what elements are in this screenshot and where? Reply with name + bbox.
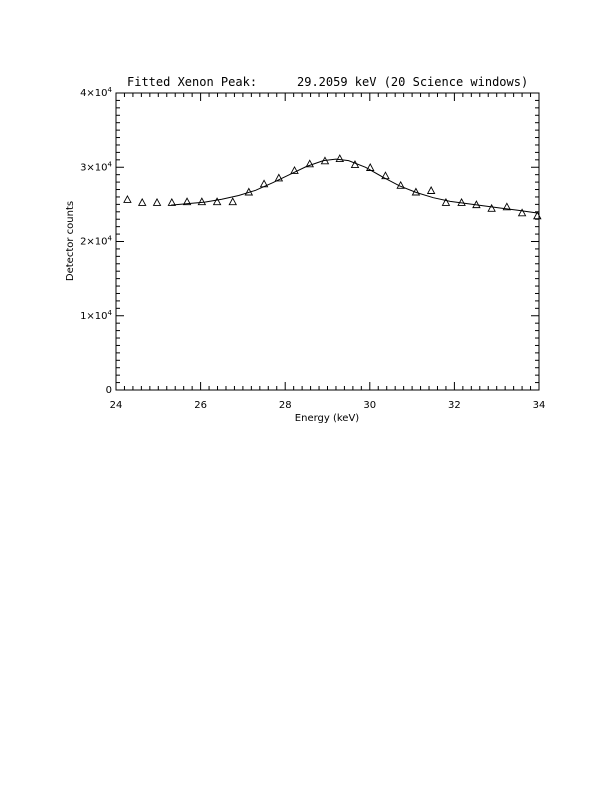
data-points [123,154,542,220]
data-point-triangle [502,202,512,211]
data-point-triangle [533,211,542,220]
x-tick-label: 32 [448,400,461,411]
data-point-triangle [259,179,269,188]
chart-title-right: 29.2059 keV (20 Science windows) [297,75,528,89]
y-tick-label: 1×104 [80,309,112,322]
axis-ticks [115,92,540,391]
data-point-triangle [274,173,284,182]
data-point-triangle [123,194,132,203]
data-point-triangle [137,197,147,206]
plot-frame [115,92,540,391]
x-tick-label: 24 [110,400,123,411]
data-point-triangle [472,200,481,209]
data-point-triangle [320,156,330,165]
data-point-triangle [335,154,345,163]
data-point-triangle [381,171,390,180]
data-point-triangle [244,187,254,196]
data-point-triangle [487,203,496,212]
x-axis-label: Energy (keV) [295,413,360,424]
y-tick-labels: 0 1×104 2×104 3×104 4×104 [80,86,112,396]
x-tick-label: 26 [194,400,207,411]
data-point-triangle [365,163,375,171]
data-point-triangle [305,159,314,168]
y-axis-label: Detector counts [65,201,76,281]
data-point-triangle [517,208,527,217]
data-point-triangle [411,187,421,196]
x-tick-label: 34 [533,400,546,411]
data-point-triangle [182,197,192,206]
data-point-triangle [197,197,207,206]
fit-curve [170,158,540,214]
x-tick-label: 28 [279,400,292,411]
data-point-triangle [441,197,451,206]
data-point-triangle [152,197,162,206]
x-tick-labels: 24 26 28 30 32 34 [110,400,546,411]
y-tick-label: 2×104 [80,235,112,248]
data-point-triangle [228,197,238,206]
data-point-triangle [457,197,466,206]
data-point-triangle [290,166,299,174]
data-point-triangle [167,197,177,206]
chart-title-left: Fitted Xenon Peak: [127,75,257,89]
data-point-triangle [212,197,222,206]
y-tick-label: 4×104 [80,86,112,99]
data-point-triangle [396,180,405,189]
y-tick-label: 3×104 [80,160,112,173]
x-tick-label: 30 [363,400,376,411]
data-point-triangle [426,186,436,194]
data-point-triangle [350,160,360,168]
y-tick-label: 0 [106,385,112,396]
